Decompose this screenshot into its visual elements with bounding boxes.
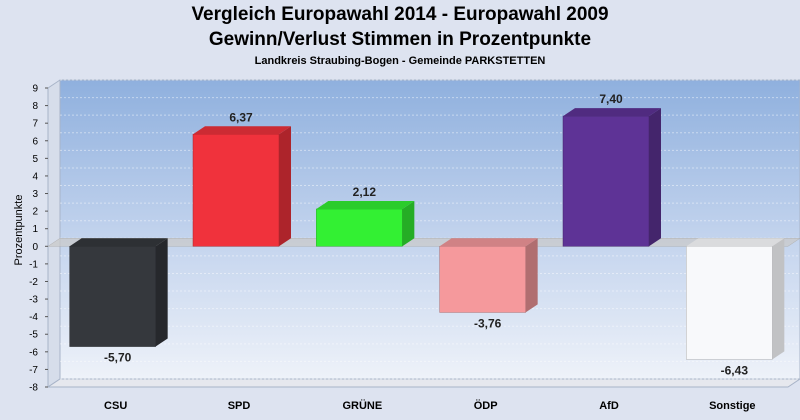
left-wall xyxy=(47,79,61,388)
y-tick-label: 9 xyxy=(32,84,38,95)
bar-front xyxy=(316,208,403,247)
bar-side xyxy=(649,108,661,247)
y-tick-label: 6 xyxy=(32,136,38,147)
y-tick-label: -5 xyxy=(29,330,38,341)
y-tick-label: 4 xyxy=(32,171,38,182)
bar-top xyxy=(193,126,291,135)
bar-front xyxy=(69,246,156,347)
bar-csu xyxy=(69,238,168,347)
x-axis-categories: CSU SPD GRÜNE ÖDP AfD Sonstige xyxy=(104,399,756,412)
bar-top xyxy=(686,238,785,247)
floor xyxy=(46,378,800,388)
y-tick-label: -1 xyxy=(29,259,38,270)
bar-sonstige xyxy=(686,238,785,360)
chart-title: Vergleich Europawahl 2014 - Europawahl 2… xyxy=(191,4,609,25)
bar-side xyxy=(772,238,785,360)
bar-top xyxy=(69,238,168,247)
y-tick-label: 5 xyxy=(32,154,38,165)
bar-front xyxy=(562,115,650,247)
y-tick-label: 8 xyxy=(32,101,38,112)
y-tick-label: -3 xyxy=(29,295,38,306)
bar-front xyxy=(192,134,280,247)
bar-side xyxy=(402,201,415,247)
bar-grüne xyxy=(316,201,415,247)
bars xyxy=(69,108,785,360)
bar-spd xyxy=(192,126,291,247)
x-category-label: ÖDP xyxy=(474,399,498,412)
y-tick-label: 0 xyxy=(32,242,38,253)
y-tick-label: -2 xyxy=(29,277,38,288)
x-category-label: SPD xyxy=(228,400,251,412)
y-tick-label: -4 xyxy=(29,312,38,323)
data-labels: -5,70 6,37 2,12 -3,76 7,40 -6,43 xyxy=(104,92,748,377)
y-tick-label: 2 xyxy=(32,207,38,218)
x-category-label: CSU xyxy=(104,400,127,412)
bar-front xyxy=(686,246,773,360)
x-category-label: GRÜNE xyxy=(342,399,382,412)
data-label: -3,76 xyxy=(474,316,502,330)
bar-ödp xyxy=(439,238,538,313)
bar-top xyxy=(439,238,538,247)
bar-side xyxy=(525,238,538,313)
y-axis-ticks: -8 -7 -6 -5 -4 -3 -2 -1 0 1 2 3 4 5 6 7 8 9 xyxy=(29,84,48,394)
chart-region-subtitle: Landkreis Straubing-Bogen - Gemeinde PAR… xyxy=(254,55,546,67)
y-axis-label: Prozentpunkte xyxy=(13,195,25,266)
bar-top xyxy=(316,201,415,210)
data-label: 2,12 xyxy=(353,185,377,199)
y-tick-label: -6 xyxy=(29,347,38,358)
bar-front xyxy=(439,246,526,313)
bar-afd xyxy=(562,108,661,247)
x-category-label: AfD xyxy=(599,400,619,412)
data-label: 7,40 xyxy=(599,92,623,106)
chart-subtitle: Gewinn/Verlust Stimmen in Prozentpunkte xyxy=(208,29,592,50)
data-label: -6,43 xyxy=(721,363,749,377)
bar-top xyxy=(563,108,661,117)
x-category-label: Sonstige xyxy=(709,400,755,412)
bar-side xyxy=(155,238,168,347)
y-tick-label: 7 xyxy=(32,119,38,130)
data-label: -5,70 xyxy=(104,351,132,365)
y-tick-label: 1 xyxy=(32,224,38,235)
y-tick-label: -7 xyxy=(29,365,38,376)
bar-side xyxy=(279,126,291,247)
y-tick-label: 3 xyxy=(32,189,38,200)
data-label: 6,37 xyxy=(229,110,253,124)
y-tick-label: -8 xyxy=(29,383,38,394)
